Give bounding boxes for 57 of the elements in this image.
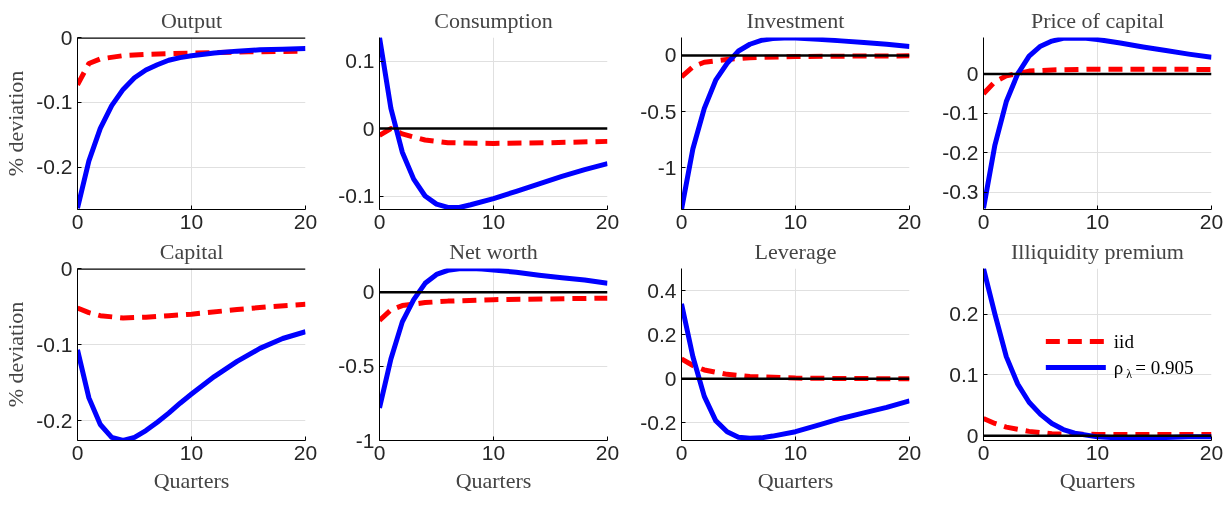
x-tick-label: 20	[595, 209, 620, 233]
x-tick-label: 10	[1085, 209, 1110, 233]
chart-title: Price of capital	[1030, 7, 1165, 33]
x-axis-title: Quarters	[1059, 467, 1136, 493]
y-tick-label: 0	[664, 366, 677, 390]
x-tick-label: 20	[1199, 440, 1224, 464]
x-axis-title: Quarters	[757, 467, 834, 493]
x-axis-title: Quarters	[153, 467, 230, 493]
y-tick-label: -0.1	[36, 332, 73, 356]
y-tick-label: 0	[362, 116, 375, 140]
y-tick-label: -0.5	[338, 354, 375, 378]
chart-title: Net worth	[449, 238, 538, 264]
y-tick-label: 0	[966, 423, 979, 447]
x-tick-label: 10	[179, 440, 204, 464]
x-tick-label: 10	[783, 440, 808, 464]
chart-title: Capital	[159, 238, 224, 264]
x-tick-label: 10	[1085, 440, 1110, 464]
y-tick-label: -1	[355, 428, 375, 452]
y-tick-label: 0.2	[949, 302, 979, 326]
y-tick-label: 0.2	[647, 322, 677, 346]
x-tick-label: 20	[293, 209, 318, 233]
y-tick-label: -0.3	[942, 180, 979, 204]
x-tick-label: 10	[179, 209, 204, 233]
chart-title: Illiquidity premium	[1011, 238, 1184, 264]
y-tick-label: -0.1	[36, 90, 73, 114]
y-tick-label: 0.1	[345, 49, 375, 73]
chart-title: Leverage	[754, 238, 837, 264]
y-tick-label: -0.1	[338, 184, 375, 208]
y-tick-label: 0.4	[647, 278, 677, 302]
legend-label: iid	[1113, 331, 1135, 352]
y-tick-label: 0	[362, 280, 375, 304]
x-tick-label: 20	[293, 440, 318, 464]
x-tick-label: 20	[897, 209, 922, 233]
x-tick-label: 20	[897, 440, 922, 464]
y-tick-label: -0.2	[36, 155, 73, 179]
y-tick-label: -0.5	[640, 99, 677, 123]
y-tick-label: 0	[966, 61, 979, 85]
chart-title: Investment	[746, 7, 845, 33]
y-tick-label: 0	[60, 25, 73, 49]
chart-title: Consumption	[434, 7, 553, 33]
y-tick-label: -0.2	[36, 408, 73, 432]
y-axis-title: % deviation	[3, 70, 29, 177]
x-tick-label: 10	[481, 440, 506, 464]
x-tick-label: 20	[595, 440, 620, 464]
y-tick-label: 0.1	[949, 362, 979, 386]
y-tick-label: -0.1	[942, 101, 979, 125]
x-tick-label: 10	[783, 209, 808, 233]
y-tick-label: 0	[60, 256, 73, 280]
x-tick-label: 10	[481, 209, 506, 233]
y-tick-label: -0.2	[640, 410, 677, 434]
x-tick-label: 20	[1199, 209, 1224, 233]
y-axis-title: % deviation	[3, 301, 29, 408]
x-axis-title: Quarters	[455, 467, 532, 493]
chart-title: Output	[160, 7, 223, 33]
y-tick-label: 0	[664, 43, 677, 67]
y-tick-label: -0.2	[942, 140, 979, 164]
y-tick-label: -1	[657, 155, 677, 179]
